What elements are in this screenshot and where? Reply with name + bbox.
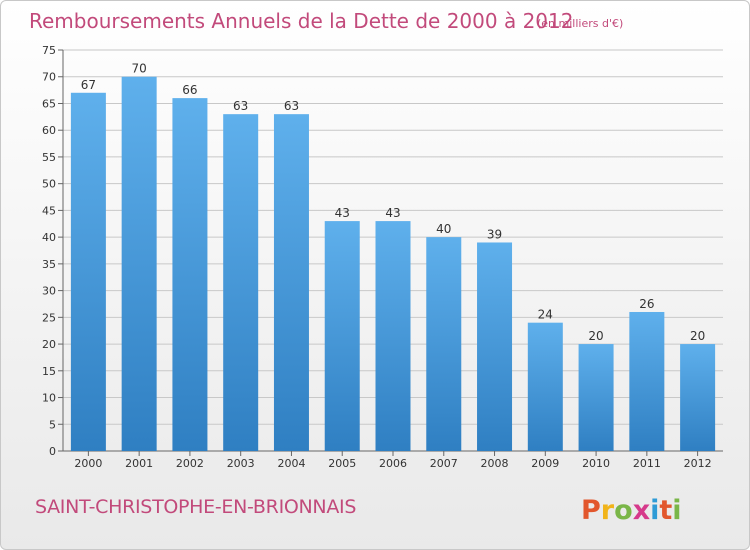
logo-letter: o [614, 495, 633, 526]
x-tick-label: 2001 [125, 457, 153, 470]
bar [426, 237, 462, 451]
data-label: 63 [233, 99, 248, 113]
x-tick-label: 2005 [328, 457, 356, 470]
logo-letter: t [659, 495, 672, 526]
bar [629, 311, 665, 451]
labels: 0 5 10 15 20 25 30 35 40 45 50 55 60 65 70 75 2000 67 2001… [42, 44, 712, 470]
y-tick-label: 50 [42, 178, 56, 191]
chart-title: Remboursements Annuels de la Dette de 20… [29, 9, 574, 33]
x-tick-label: 2000 [74, 457, 102, 470]
y-tick-label: 20 [42, 338, 56, 351]
bar [680, 344, 716, 451]
x-tick-label: 2006 [379, 457, 407, 470]
bar [121, 76, 157, 451]
x-tick-label: 2009 [531, 457, 559, 470]
bar [172, 98, 208, 452]
bar [477, 242, 513, 451]
data-label: 43 [335, 206, 350, 220]
x-tick-label: 2012 [684, 457, 712, 470]
y-tick-label: 70 [42, 71, 56, 84]
y-tick-label: 60 [42, 124, 56, 137]
data-label: 63 [284, 99, 299, 113]
data-label: 26 [639, 297, 654, 311]
bar [578, 344, 614, 451]
x-tick-label: 2002 [176, 457, 204, 470]
y-tick-label: 55 [42, 151, 56, 164]
y-tick-label: 30 [42, 285, 56, 298]
y-tick-label: 35 [42, 258, 56, 271]
data-label: 66 [182, 83, 197, 97]
y-tick-label: 65 [42, 97, 56, 110]
y-tick-label: 5 [49, 418, 56, 431]
y-tick-label: 45 [42, 204, 56, 217]
x-tick-label: 2007 [430, 457, 458, 470]
logo-letter: P [581, 495, 601, 526]
bar [324, 221, 360, 451]
logo-letter: i [672, 495, 681, 526]
data-label: 43 [385, 206, 400, 220]
bar [273, 114, 309, 451]
y-tick-label: 25 [42, 311, 56, 324]
x-tick-label: 2008 [481, 457, 509, 470]
data-label: 20 [690, 329, 705, 343]
logo-letter: x [633, 495, 650, 526]
y-tick-label: 15 [42, 365, 56, 378]
svg-text:Proxiti: Proxiti [581, 495, 682, 526]
y-tick-label: 75 [42, 44, 56, 57]
data-label: 39 [487, 227, 502, 241]
data-label: 40 [436, 222, 451, 236]
bar [70, 92, 106, 452]
proxiti-logo[interactable]: Proxiti [579, 489, 694, 529]
x-tick-label: 2010 [582, 457, 610, 470]
x-tick-label: 2011 [633, 457, 661, 470]
x-tick-label: 2004 [277, 457, 305, 470]
data-label: 20 [588, 329, 603, 343]
y-tick-label: 10 [42, 392, 56, 405]
y-tick-label: 40 [42, 231, 56, 244]
y-tick-label: 0 [49, 445, 56, 458]
chart-unit: (en milliers d'€) [537, 17, 624, 30]
commune-name: SAINT-CHRISTOPHE-EN-BRIONNAIS [35, 496, 357, 518]
bars [70, 76, 716, 452]
bar [527, 322, 563, 451]
data-label: 70 [132, 62, 147, 76]
x-tick-label: 2003 [227, 457, 255, 470]
bar [223, 114, 259, 451]
logo-letter: i [650, 495, 659, 526]
bar [375, 221, 411, 451]
data-label: 67 [81, 78, 96, 92]
logo-letter: r [601, 495, 615, 526]
data-label: 24 [538, 308, 553, 322]
